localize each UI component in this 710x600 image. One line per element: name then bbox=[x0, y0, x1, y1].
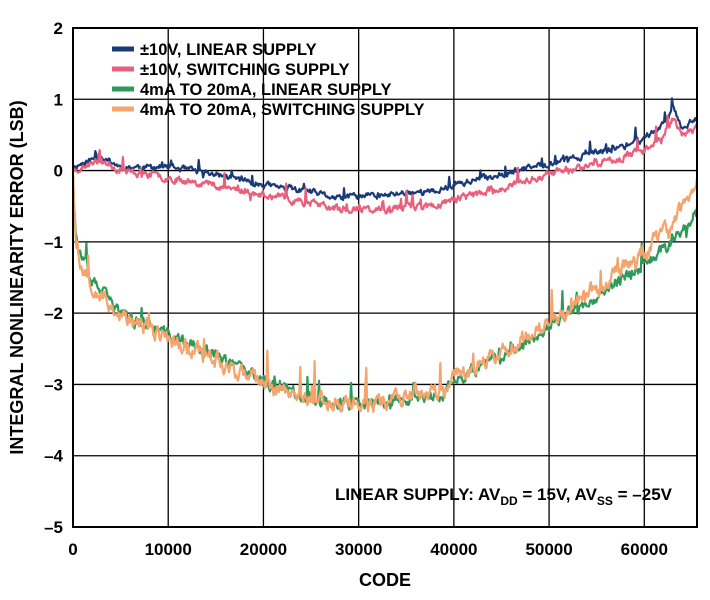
legend-label: 4mA TO 20mA, SWITCHING SUPPLY bbox=[140, 101, 425, 119]
annotation-suffix: = –25V bbox=[613, 485, 673, 504]
x-tick-label: 40000 bbox=[430, 540, 477, 559]
y-tick-label: –2 bbox=[44, 304, 63, 323]
y-axis-title: INTEGRAL NONLINEARITY ERROR (LSB) bbox=[7, 100, 27, 454]
x-tick-label: 0 bbox=[68, 540, 77, 559]
series-layer bbox=[71, 97, 699, 413]
legend-label: ±10V, SWITCHING SUPPLY bbox=[140, 61, 350, 79]
x-axis-title: CODE bbox=[359, 570, 411, 590]
legend-label: 4mA TO 20mA, LINEAR SUPPLY bbox=[140, 81, 392, 99]
legend: ±10V, LINEAR SUPPLY ±10V, SWITCHING SUPPL… bbox=[112, 41, 425, 119]
y-tick-label: –5 bbox=[44, 518, 63, 537]
x-tick-labels: 0 10000 20000 30000 40000 50000 60000 bbox=[68, 540, 668, 559]
x-tick-label: 60000 bbox=[621, 540, 668, 559]
y-tick-label: –4 bbox=[44, 447, 63, 466]
y-tick-label: –3 bbox=[44, 375, 63, 394]
y-tick-label: 0 bbox=[54, 162, 63, 181]
x-tick-label: 50000 bbox=[525, 540, 572, 559]
y-tick-label: 1 bbox=[54, 90, 63, 109]
annotation-prefix: LINEAR SUPPLY: AV bbox=[335, 485, 501, 504]
y-tick-label: –1 bbox=[44, 233, 63, 252]
x-tick-label: 30000 bbox=[335, 540, 382, 559]
x-tick-label: 10000 bbox=[145, 540, 192, 559]
supply-annotation: LINEAR SUPPLY: AVDD = 15V, AVSS = –25V bbox=[335, 485, 673, 508]
annotation-mid: = 15V, AV bbox=[518, 485, 598, 504]
annotation-sub-dd: DD bbox=[500, 494, 518, 508]
legend-label: ±10V, LINEAR SUPPLY bbox=[140, 41, 317, 59]
y-tick-labels: 2 1 0 –1 –2 –3 –4 –5 bbox=[44, 19, 63, 537]
series-line-2 bbox=[72, 114, 699, 215]
annotation-sub-ss: SS bbox=[597, 494, 613, 508]
x-tick-label: 20000 bbox=[240, 540, 287, 559]
series-line-4 bbox=[71, 173, 699, 413]
plot-frame bbox=[72, 27, 698, 528]
series-line-1 bbox=[72, 97, 698, 202]
y-tick-label: 2 bbox=[54, 19, 63, 38]
